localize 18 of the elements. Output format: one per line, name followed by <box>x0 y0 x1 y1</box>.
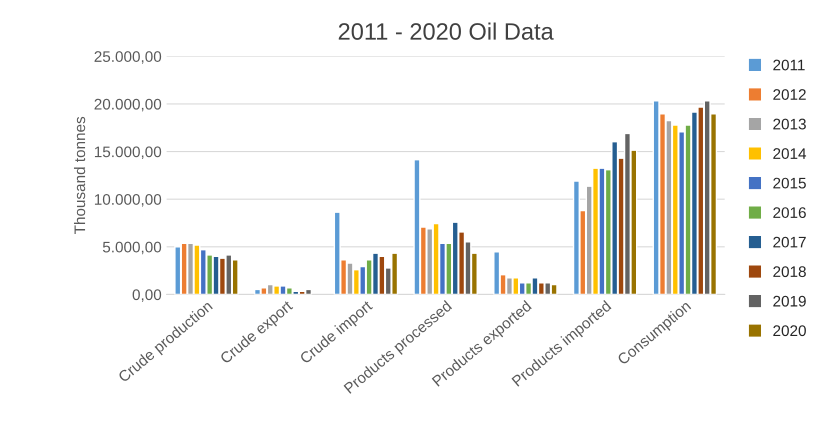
chart-title: 2011 - 2020 Oil Data <box>338 22 554 40</box>
legend-label: 2018 <box>773 266 806 278</box>
legend-label: 2014 <box>773 148 806 159</box>
y-axis-title: Thousand tonnes <box>74 116 86 234</box>
y-tick-label: 20.000,00 <box>94 98 162 112</box>
legend-label: 2020 <box>773 325 806 336</box>
y-tick-label: 10.000,00 <box>94 194 162 207</box>
legend-label: 2011 <box>773 60 805 70</box>
y-tick-label: 5.000,00 <box>102 242 162 254</box>
legend-label: 2017 <box>773 236 806 248</box>
y-tick-label: 0,00 <box>132 289 162 302</box>
legend-label: 2013 <box>773 118 806 130</box>
y-tick-label: 25.000,00 <box>94 51 162 64</box>
legend-label: 2016 <box>773 207 806 218</box>
legend-label: 2015 <box>773 178 806 189</box>
legend-label: 2019 <box>773 296 806 307</box>
legend-label: 2012 <box>773 89 806 100</box>
y-tick-label: 15.000,00 <box>94 146 162 160</box>
